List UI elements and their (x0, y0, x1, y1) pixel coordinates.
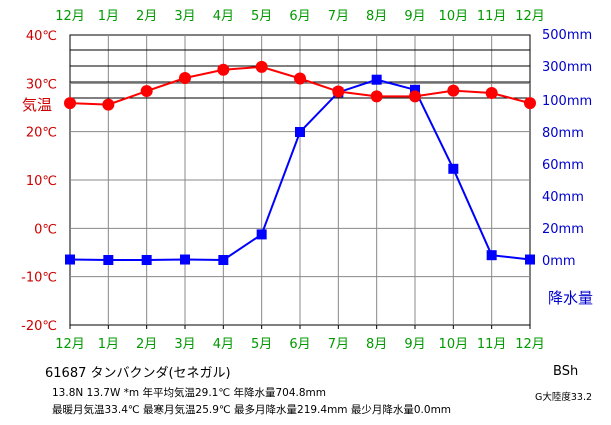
month-label-bottom: 8月 (366, 337, 387, 352)
temperature-point (217, 63, 230, 76)
temperature-tick-label: 0℃ (34, 222, 57, 237)
temperature-tick-label: 40℃ (26, 29, 57, 44)
month-label-top: 1月 (98, 9, 119, 24)
month-label-bottom: 4月 (213, 337, 234, 352)
month-labels-top: 12月 1月 2月 3月 4月 5月 6月 7月 8月 9月 10月 11月 12月 (55, 9, 545, 24)
precipitation-point (103, 255, 114, 265)
precipitation-point (218, 255, 229, 265)
temperature-tick-label: 30℃ (26, 77, 57, 92)
precipitation-tick-label: 100mm (542, 94, 592, 109)
month-label-bottom: 11月 (477, 337, 507, 352)
temperature-tick-label: -10℃ (21, 271, 57, 286)
month-label-top: 12月 (55, 9, 85, 24)
temperature-axis-ticks: 40℃ 30℃ 20℃ 10℃ 0℃ -10℃ -20℃ (21, 29, 57, 334)
temperature-point (140, 85, 153, 98)
temperature-axis-label: 気温 (22, 96, 52, 114)
precipitation-axis-ticks: 0mm 20mm 40mm 60mm 80mm 100mm 300mm 500mm (542, 28, 592, 269)
month-label-top: 8月 (366, 9, 387, 24)
station-summary: 13.8N 13.7W *m 年平均気温29.1℃ 年降水量704.8mm (52, 387, 327, 399)
precipitation-point (295, 127, 305, 137)
month-label-top: 9月 (404, 9, 425, 24)
temperature-point (255, 60, 268, 73)
precipitation-point (65, 254, 75, 265)
temperature-tick-label: 10℃ (26, 174, 57, 189)
precipitation-point (180, 254, 190, 265)
temperature-point (332, 85, 345, 98)
temperature-point (485, 87, 498, 99)
climate-class: BSh (553, 364, 579, 379)
temperature-tick-label: -20℃ (21, 319, 57, 334)
month-label-bottom: 3月 (174, 337, 195, 352)
precipitation-point (371, 74, 382, 85)
precipitation-tick-label: 60mm (542, 158, 584, 173)
month-label-top: 12月 (515, 9, 545, 24)
temperature-point (409, 90, 421, 103)
precipitation-point (525, 254, 535, 265)
temperature-point (447, 84, 460, 97)
station-name: 61687 タンバクンダ(セネガル) (45, 366, 231, 381)
month-label-bottom: 10月 (439, 337, 469, 352)
continentality: G大陸度33.2 (535, 392, 593, 403)
temperature-point (294, 72, 306, 85)
month-label-bottom: 2月 (136, 337, 157, 352)
month-label-bottom: 12月 (515, 337, 545, 352)
month-label-top: 10月 (439, 9, 469, 24)
precipitation-point (448, 163, 459, 174)
precipitation-tick-label: 20mm (542, 222, 584, 237)
precipitation-point (256, 229, 267, 240)
month-label-bottom: 7月 (328, 337, 349, 352)
precipitation-tick-label: 40mm (542, 190, 584, 205)
temperature-point (370, 90, 383, 103)
precipitation-tick-label: 500mm (542, 28, 592, 43)
month-label-top: 4月 (213, 9, 234, 24)
precipitation-point (486, 250, 497, 261)
month-label-bottom: 12月 (55, 337, 85, 352)
month-label-top: 11月 (477, 9, 507, 24)
temperature-point (524, 97, 536, 110)
temperature-point (102, 98, 115, 111)
precipitation-tick-label: 0mm (542, 254, 576, 269)
precipitation-tick-label: 300mm (542, 60, 592, 75)
temperature-point (64, 97, 76, 110)
precipitation-axis-label: 降水量 (548, 289, 593, 307)
month-label-top: 2月 (136, 9, 157, 24)
month-label-top: 7月 (328, 9, 349, 24)
month-label-top: 3月 (174, 9, 195, 24)
precipitation-point (141, 255, 152, 265)
month-label-top: 5月 (251, 9, 272, 24)
temperature-tick-label: 20℃ (26, 126, 57, 141)
temperature-series (64, 60, 536, 111)
precipitation-tick-label: 80mm (542, 126, 584, 141)
extremes-summary: 最暖月気温33.4℃ 最寒月気温25.9℃ 最多月降水量219.4mm 最少月降… (52, 404, 452, 416)
month-labels-bottom: 12月 1月 2月 3月 4月 5月 6月 7月 8月 9月 10月 11月 12月 (55, 337, 545, 352)
month-label-top: 6月 (289, 9, 310, 24)
month-label-bottom: 5月 (251, 337, 272, 352)
month-label-bottom: 9月 (404, 337, 425, 352)
temperature-point (179, 72, 191, 85)
month-label-bottom: 6月 (289, 337, 310, 352)
precipitation-point (410, 84, 420, 95)
month-label-bottom: 1月 (98, 337, 119, 352)
